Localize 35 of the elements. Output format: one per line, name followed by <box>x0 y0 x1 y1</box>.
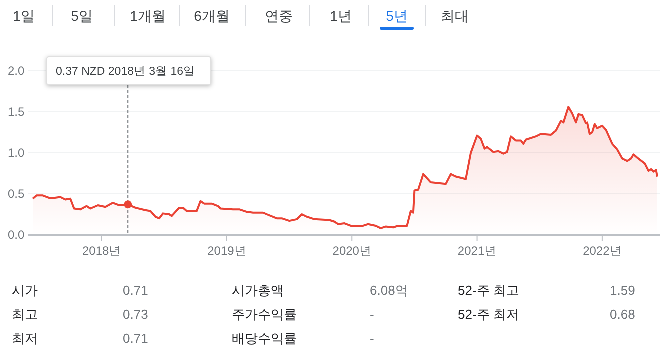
text: - <box>370 331 374 346</box>
text: 시가총액 <box>232 283 284 298</box>
text: 최고 <box>12 307 38 322</box>
text: 시가 <box>12 283 38 298</box>
text: 1.59 <box>610 283 636 298</box>
x-tick-label: 2020년 <box>332 244 372 258</box>
text: 주가수익률 <box>232 307 297 322</box>
text: 최대 <box>441 8 469 24</box>
text: 6.08억 <box>370 283 408 298</box>
text: 0.71 <box>123 283 148 298</box>
y-tick-label: 0.0 <box>8 228 26 242</box>
text: 배당수익률 <box>232 331 297 346</box>
text: 52-주 최저 <box>458 307 520 322</box>
text: 0.73 <box>123 307 148 322</box>
text: 5년 <box>386 8 408 24</box>
y-tick-label: 0.5 <box>8 187 26 201</box>
x-tick-label: 2019년 <box>208 244 246 258</box>
annotation: 0.37 NZD 2018년 3월 16일 <box>56 66 196 78</box>
x-tick-label: 2022년 <box>583 244 622 258</box>
x-tick-label: 2018년 <box>82 244 122 258</box>
text: 최저 <box>12 331 38 346</box>
y-tick-label: 1.0 <box>8 146 26 160</box>
text: - <box>370 307 374 322</box>
x-tick-label: 2021년 <box>458 244 497 258</box>
text: 0.71 <box>123 331 148 346</box>
text: 5일 <box>71 8 93 24</box>
text: 1개월 <box>130 8 166 24</box>
text: 1년 <box>330 8 352 24</box>
text: 6개월 <box>194 8 230 24</box>
text: 52-주 최고 <box>458 283 520 298</box>
text: 0.68 <box>610 307 636 322</box>
y-tick-label: 2.0 <box>8 64 26 78</box>
y-tick-label: 1.5 <box>8 105 26 119</box>
text: 연중 <box>265 8 293 24</box>
text: 1일 <box>13 8 35 24</box>
